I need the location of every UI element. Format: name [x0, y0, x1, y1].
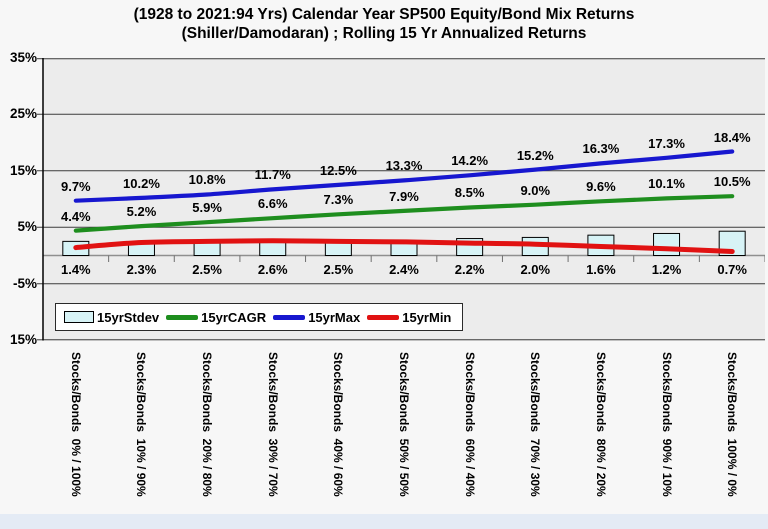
- 15yrMin-label: 2.3%: [126, 261, 157, 277]
- 15yrMin-label: 2.0%: [520, 261, 551, 277]
- 15yrMin-label: 1.6%: [586, 261, 616, 277]
- category-label: Stocks/Bonds 30% / 70%: [265, 352, 280, 497]
- 15yrCAGR-label: 10.5%: [713, 174, 751, 190]
- bottom-strip: [0, 514, 768, 529]
- 15yrCAGR-label: 9.0%: [520, 182, 551, 198]
- legend-item-15yrCAGR: 15yrCAGR: [166, 310, 266, 325]
- 15yrMax-label: 16.3%: [582, 141, 620, 157]
- 15yrMax-label: 10.2%: [123, 175, 160, 191]
- 15yrMax-label: 11.7%: [254, 167, 291, 183]
- 15yrMax-label: 12.5%: [319, 162, 357, 178]
- chart-title-line1: (1928 to 2021:94 Yrs) Calendar Year SP50…: [133, 6, 635, 23]
- 15yrMax-label: 17.3%: [648, 135, 685, 151]
- y-tick-label: 35%: [9, 49, 37, 65]
- 15yrMin-label: 1.2%: [651, 261, 682, 277]
- legend-label: 15yrMin: [402, 309, 452, 325]
- legend-line-swatch: [273, 314, 306, 320]
- 15yrCAGR-label: 5.2%: [126, 204, 157, 220]
- 15yrMax-label: 14.2%: [451, 153, 489, 169]
- category-label: Stocks/Bonds 20% / 80%: [200, 352, 215, 497]
- chart-title-line2: (Shiller/Damodaran) ; Rolling 15 Yr Annu…: [181, 25, 587, 42]
- y-tick-label: 25%: [9, 106, 37, 122]
- 15yrMin-label: 2.6%: [257, 261, 288, 277]
- 15yrCAGR-label: 4.4%: [60, 208, 91, 224]
- 15yrCAGR-line: [73, 194, 735, 233]
- 15yrCAGR-label: 6.6%: [257, 196, 288, 212]
- 15yrMax-label: 13.3%: [385, 158, 423, 174]
- 15yrMin-label: 2.2%: [454, 261, 485, 277]
- 15yrMax-line: [73, 149, 735, 203]
- 15yrMin-label: 2.5%: [323, 261, 354, 277]
- 15yrMax-label: 10.8%: [188, 172, 226, 188]
- 15yrCAGR-label: 9.6%: [586, 179, 616, 195]
- category-label: Stocks/Bonds 40% / 60%: [331, 352, 346, 497]
- stdev-bar: [324, 241, 352, 257]
- legend-label: 15yrCAGR: [201, 309, 267, 325]
- 15yrCAGR-label: 8.5%: [454, 185, 485, 201]
- category-label: Stocks/Bonds 70% / 30%: [528, 352, 543, 497]
- y-tick-label: -5%: [12, 275, 37, 291]
- category-label: Stocks/Bonds 10% / 90%: [134, 352, 149, 497]
- legend-line-swatch: [367, 314, 400, 320]
- category-label: Stocks/Bonds 80% / 20%: [593, 352, 608, 497]
- category-label: Stocks/Bonds 0% / 100%: [68, 352, 83, 497]
- 15yrMin-label: 1.4%: [60, 261, 91, 277]
- 15yrCAGR-label: 7.9%: [389, 188, 419, 204]
- 15yrMin-label: 2.4%: [389, 261, 419, 277]
- legend: 15yrStdev 15yrCAGR 15yrMax 15yrMin: [55, 303, 463, 331]
- category-label: Stocks/Bonds 60% / 40%: [462, 352, 477, 497]
- 15yrMin-line: [73, 238, 735, 254]
- legend-item-15yrMax: 15yrMax: [273, 310, 360, 325]
- 15yrCAGR-label: 10.1%: [648, 176, 685, 192]
- 15yrMin-label: 2.5%: [192, 261, 222, 277]
- category-label: Stocks/Bonds 90% / 10%: [659, 352, 674, 497]
- chart-title: (1928 to 2021:94 Yrs) Calendar Year SP50…: [0, 5, 768, 43]
- 15yrMax-label: 18.4%: [713, 129, 751, 145]
- legend-label: 15yrMax: [308, 309, 361, 325]
- 15yrMin-label: 0.7%: [717, 261, 747, 277]
- category-label: Stocks/Bonds 100% / 0%: [725, 352, 740, 497]
- stdev-bar: [259, 241, 287, 257]
- y-tick-label: 5%: [17, 219, 37, 235]
- 15yrCAGR-label: 7.3%: [323, 192, 354, 208]
- y-tick-label: 15%: [9, 332, 37, 348]
- y-tick-label: 15%: [9, 162, 37, 178]
- 15yrCAGR-label: 5.9%: [192, 200, 222, 216]
- chart-canvas: [37, 58, 765, 341]
- legend-item-15yrStdev: 15yrStdev: [64, 310, 159, 325]
- legend-label: 15yrStdev: [97, 309, 160, 325]
- legend-bar-swatch: [64, 311, 94, 323]
- 15yrMax-label: 15.2%: [516, 147, 554, 163]
- stdev-bar: [653, 232, 681, 256]
- legend-item-15yrMin: 15yrMin: [367, 310, 451, 325]
- 15yrMax-label: 9.7%: [60, 178, 91, 194]
- category-label: Stocks/Bonds 50% / 50%: [397, 352, 411, 497]
- legend-line-swatch: [166, 314, 199, 320]
